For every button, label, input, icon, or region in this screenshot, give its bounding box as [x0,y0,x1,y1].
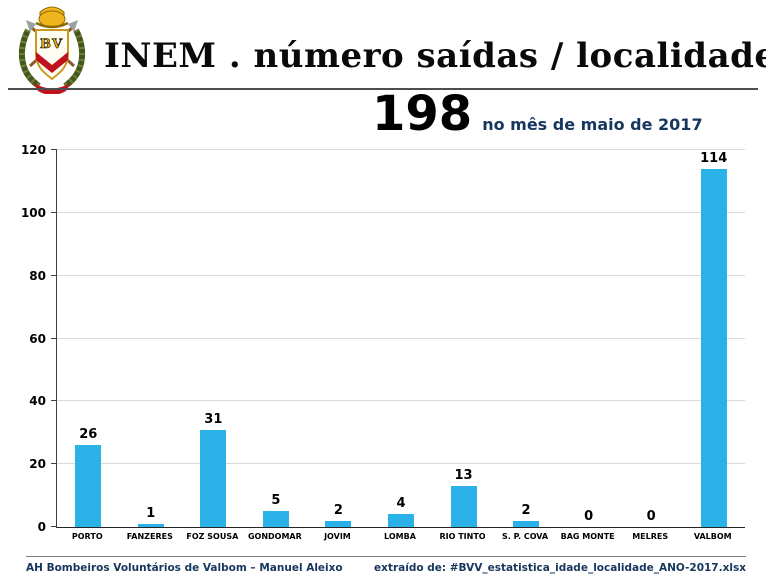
bar-value-label: 31 [204,411,223,427]
bombeiros-logo: B V [18,6,86,94]
summary: 198 no mês de maio de 2017 [372,90,703,138]
bar [513,520,540,527]
y-tick-label: 20 [29,457,46,472]
x-tick-label: GONDOMAR [247,532,302,541]
bar [325,520,352,527]
bar [137,523,164,527]
x-tick-label: VALBOM [693,532,732,541]
bar [450,486,477,527]
bar-value-label: 114 [700,150,728,166]
bar-value-label: 5 [271,493,281,509]
period-caption: no mês de maio de 2017 [482,115,703,134]
bar-value-label: 0 [584,509,594,524]
bar-value-label: 4 [396,496,406,512]
page-title: INEM . número saídas / localidade [104,36,766,76]
y-tick-label: 80 [29,268,46,283]
x-tick-label: JOVIM [324,532,351,541]
y-tick-label: 120 [20,143,46,157]
plot-area: 26 1 31 5 2 4 13 2 0 0 114 [51,149,745,528]
header-divider [8,88,758,90]
svg-text:V: V [51,37,63,52]
x-tick-label: PORTO [71,532,103,541]
y-axis-tick [51,463,57,465]
x-tick-label: S. P. COVA [502,532,549,541]
x-tick-label: MELRES [632,532,669,541]
x-tick-label: FANZERES [126,532,173,541]
bar-value-label: 2 [521,502,531,518]
footer: AH Bombeiros Voluntários de Valbom – Man… [26,556,746,574]
y-tick-label: 0 [37,520,46,534]
y-axis-tick [51,149,57,150]
y-axis-tick [51,526,57,527]
gridline [57,211,745,213]
x-tick-label: LOMBA [384,532,416,541]
gridline [57,463,745,465]
y-axis-tick [51,211,57,213]
bar-value-label: 1 [146,505,156,521]
gridline [57,400,745,402]
total-value: 198 [372,86,473,142]
bar [262,511,289,527]
y-tick-label: 40 [29,394,46,409]
x-tick-label: BAG MONTE [560,532,615,541]
x-axis-labels: PORTO FANZERES FOZ SOUSA GONDOMAR JOVIM LOMBA… [56,532,744,548]
y-axis-labels: 0 20 40 60 80 100 120 [8,143,52,534]
y-axis-tick [51,400,57,402]
bar-value-label: 0 [646,509,656,524]
y-axis-tick [51,274,57,276]
bar-value-label: 26 [79,427,98,443]
x-tick-label: FOZ SOUSA [186,532,239,541]
gridline [57,149,745,150]
bar [700,168,727,527]
y-axis-tick [51,337,57,339]
gridline [57,337,745,339]
svg-text:B: B [40,37,51,52]
x-tick-label: RIO TINTO [439,532,486,541]
y-tick-label: 100 [20,205,46,220]
footer-left: AH Bombeiros Voluntários de Valbom – Man… [26,562,343,574]
bar-value-label: 2 [333,502,343,518]
gridline [57,274,745,276]
bar-value-label: 13 [454,468,473,484]
bar [200,429,227,527]
helmet-icon [35,6,69,29]
wreath-icon [18,28,86,89]
bar [75,445,102,527]
footer-right: extraído de: #BVV_estatistica_idade_loca… [374,562,746,574]
shield-icon: B V [35,29,69,81]
y-tick-label: 60 [29,331,46,346]
bar [388,514,414,527]
